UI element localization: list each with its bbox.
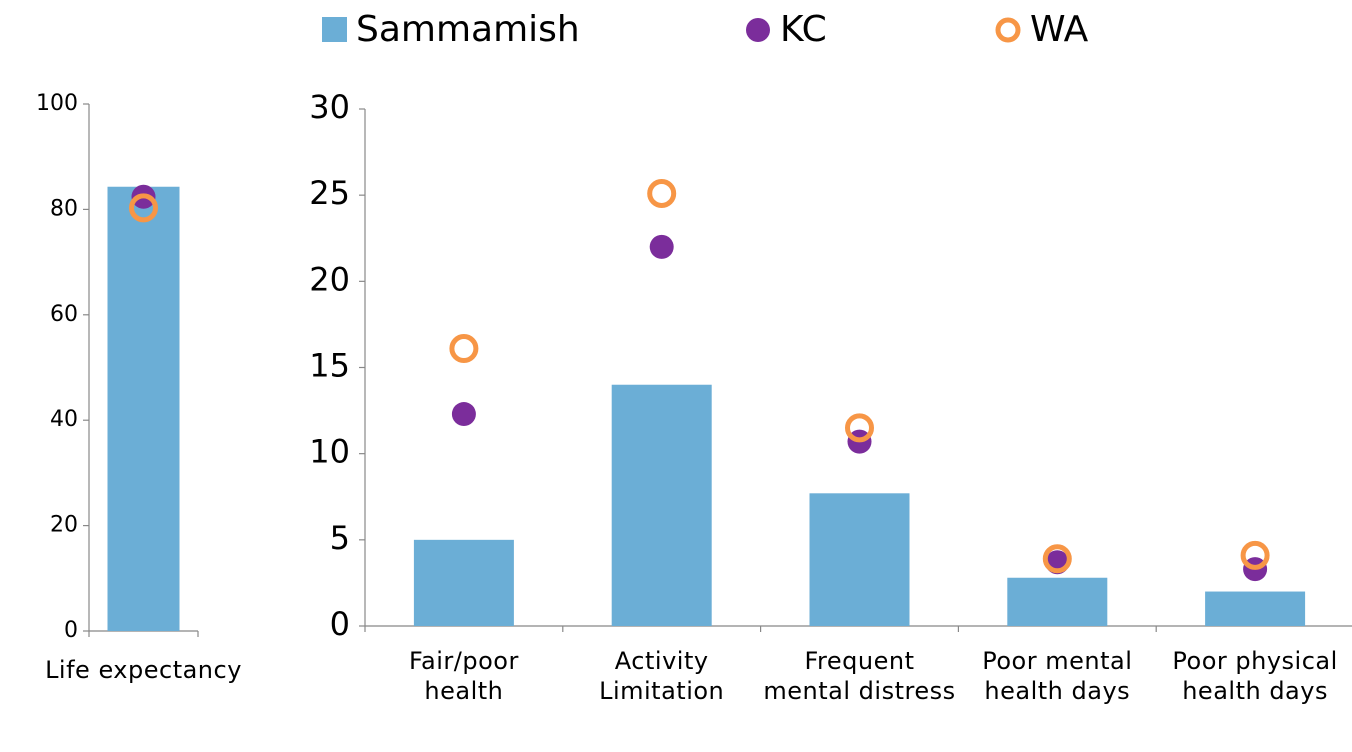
bar <box>107 186 180 631</box>
y-tick-label: 30 <box>309 88 350 126</box>
bar <box>611 384 712 626</box>
y-tick-label: 0 <box>64 618 78 643</box>
x-tick-label: Life expectancy <box>45 656 242 684</box>
y-tick-label: 10 <box>309 433 350 471</box>
legend-swatch <box>746 18 770 42</box>
y-tick-label: 0 <box>330 605 350 643</box>
y-tick-label: 15 <box>309 347 350 385</box>
wa-dot <box>1240 540 1270 570</box>
x-tick-label: Poor mental health days <box>982 647 1133 705</box>
y-tick-label: 20 <box>309 260 350 298</box>
y-tick-label: 5 <box>330 519 350 557</box>
legend-swatch <box>995 17 1021 43</box>
y-tick-label: 20 <box>50 513 78 538</box>
x-tick-label: Fair/poor health <box>408 647 519 705</box>
wa-dot <box>647 178 677 208</box>
wa-dot <box>129 193 158 223</box>
kc-dot <box>649 234 674 259</box>
y-tick-label: 25 <box>309 174 350 212</box>
wa-dot <box>1042 544 1072 574</box>
bar <box>809 493 910 626</box>
legend-label: KC <box>780 9 827 50</box>
y-tick-label: 60 <box>50 302 78 327</box>
bar <box>413 539 514 626</box>
legend-label: WA <box>1030 9 1089 50</box>
bar <box>1205 591 1306 626</box>
x-tick-label: Frequent mental distress <box>763 647 956 705</box>
wa-dot <box>845 413 874 443</box>
legend-label: Sammamish <box>356 9 580 50</box>
y-tick-label: 40 <box>50 407 78 432</box>
legend-swatch <box>322 17 347 42</box>
y-tick-label: 80 <box>50 196 78 221</box>
bar <box>1007 577 1108 626</box>
kc-dot <box>451 402 476 427</box>
y-tick-label: 100 <box>36 91 78 116</box>
x-tick-label: Poor physical health days <box>1172 647 1338 705</box>
wa-dot <box>449 334 479 364</box>
x-tick-label: Activity Limitation <box>599 647 725 705</box>
